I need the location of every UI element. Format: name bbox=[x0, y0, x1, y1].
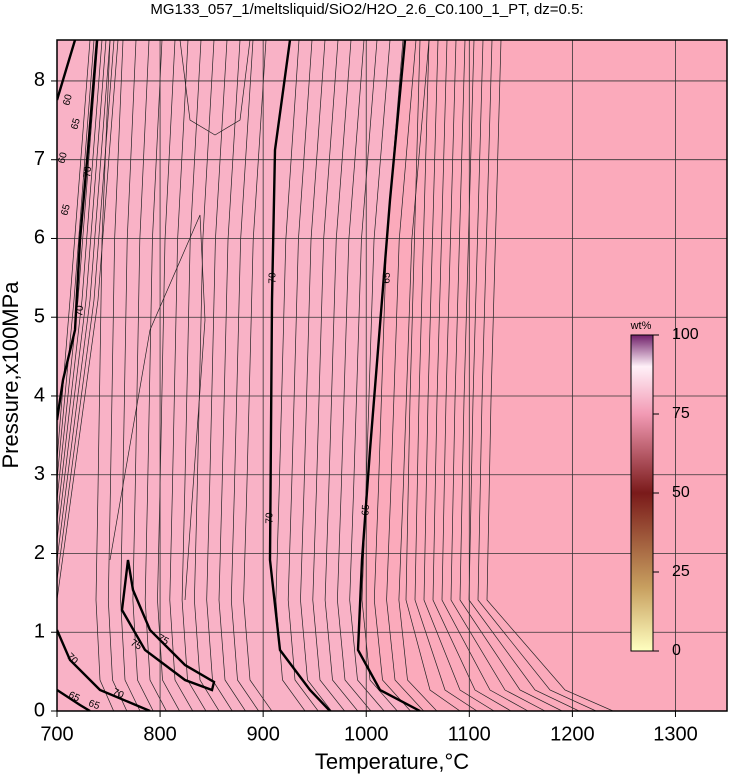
thin-contour bbox=[57, 40, 91, 461]
thin-contour bbox=[57, 40, 115, 581]
contour-label: 60 bbox=[61, 93, 75, 107]
x-tick-label: 1100 bbox=[448, 723, 491, 745]
contour-label: 65 bbox=[87, 698, 102, 712]
thin-contour bbox=[275, 40, 306, 711]
y-tick-label: 3 bbox=[34, 463, 45, 485]
contour-label: 75 bbox=[128, 638, 144, 653]
thin-contour bbox=[218, 40, 246, 711]
thin-contour bbox=[287, 40, 319, 711]
thin-contour bbox=[57, 40, 107, 541]
thin-contour bbox=[361, 40, 398, 711]
contour-label: 75 bbox=[155, 633, 171, 648]
y-tick-label: 2 bbox=[34, 542, 45, 564]
contour-label: 70 bbox=[82, 166, 94, 178]
colorbar bbox=[630, 334, 654, 652]
thin-contour bbox=[300, 40, 332, 711]
contour-label: 65 bbox=[381, 272, 393, 284]
thin-contour bbox=[57, 40, 103, 521]
contour-line bbox=[57, 40, 99, 421]
x-tick-label: 800 bbox=[143, 723, 176, 745]
contour-line bbox=[268, 40, 331, 711]
thin-contour bbox=[324, 40, 359, 711]
thin-contour bbox=[57, 40, 111, 561]
thin-contour bbox=[414, 40, 478, 711]
thin-contour bbox=[486, 40, 614, 711]
colorbar-label: wt% bbox=[630, 320, 652, 332]
thin-contour bbox=[230, 40, 260, 711]
thin-contour bbox=[194, 40, 220, 711]
contour-label: 65 bbox=[67, 690, 82, 705]
y-tick-label: 7 bbox=[34, 148, 45, 170]
thin-contour bbox=[432, 40, 512, 711]
y-tick-label: 4 bbox=[34, 384, 45, 406]
contour-line bbox=[57, 688, 91, 711]
thin-contour bbox=[423, 40, 495, 711]
y-tick-label: 5 bbox=[34, 306, 45, 328]
chart-title: MG133_057_1/meltsliquid/SiO2/H2O_2.6_C0.… bbox=[150, 1, 583, 18]
contour-label: 70 bbox=[111, 687, 126, 702]
thin-contour bbox=[107, 40, 128, 711]
thin-contour bbox=[95, 40, 115, 711]
colorbar-tick-label: 75 bbox=[672, 405, 690, 422]
x-axis-label: Temperature,°C bbox=[315, 749, 469, 774]
major-contours bbox=[57, 40, 421, 711]
thin-contour bbox=[450, 40, 546, 711]
plot-frame bbox=[56, 39, 728, 712]
x-tick-label: 1000 bbox=[344, 723, 389, 745]
y-tick-label: 1 bbox=[34, 621, 45, 643]
colorbar-tick-label: 0 bbox=[672, 642, 681, 659]
higher-region bbox=[57, 40, 420, 711]
thin-contour bbox=[337, 40, 372, 711]
x-tick-label: 1300 bbox=[653, 723, 698, 745]
contour-label: 70 bbox=[265, 512, 276, 524]
thin-contour bbox=[441, 40, 529, 711]
contour-line bbox=[57, 629, 151, 711]
thin-contour bbox=[169, 40, 194, 711]
thin-contour bbox=[181, 40, 207, 711]
thin-contour bbox=[349, 40, 385, 711]
thin-contour bbox=[57, 40, 99, 501]
contour-label: 65 bbox=[59, 203, 73, 217]
contour-line bbox=[356, 40, 421, 711]
thin-contour bbox=[120, 40, 141, 711]
colorbar-tick-label: 50 bbox=[672, 484, 690, 501]
contour-label: 60 bbox=[56, 151, 70, 165]
y-axis-label: Pressure,x100MPa bbox=[0, 281, 23, 469]
colorbar-tick-label: 100 bbox=[672, 326, 699, 343]
contour-line bbox=[57, 40, 77, 101]
thin-contour bbox=[459, 40, 563, 711]
thin-contour bbox=[157, 40, 180, 711]
y-tick-label: 0 bbox=[34, 699, 45, 721]
contour-line bbox=[120, 559, 216, 692]
thin-contours bbox=[57, 40, 614, 711]
contour-label: 70 bbox=[74, 305, 86, 317]
y-tick-label: 6 bbox=[34, 227, 45, 249]
x-tick-label: 900 bbox=[246, 723, 279, 745]
x-tick-label: 1200 bbox=[550, 723, 595, 745]
thin-contour bbox=[144, 40, 167, 711]
thin-contour bbox=[312, 40, 345, 711]
x-tick-label: 700 bbox=[40, 723, 73, 745]
colorbar-tick-label: 25 bbox=[672, 563, 690, 580]
contour-label: 65 bbox=[69, 117, 83, 131]
thin-contour bbox=[179, 40, 251, 136]
thin-contour bbox=[477, 40, 597, 711]
thin-contour bbox=[57, 40, 95, 481]
thin-contour bbox=[109, 214, 206, 601]
contour-label: 65 bbox=[360, 504, 372, 516]
thin-contour bbox=[386, 40, 425, 711]
thin-contour bbox=[405, 40, 461, 711]
thin-contour bbox=[243, 40, 273, 711]
thin-contour bbox=[398, 40, 438, 711]
contour-label: 70 bbox=[268, 272, 279, 284]
thin-contour bbox=[132, 40, 154, 711]
thin-contour bbox=[57, 40, 119, 601]
thin-contour bbox=[206, 40, 233, 711]
y-tick-label: 8 bbox=[34, 69, 45, 91]
